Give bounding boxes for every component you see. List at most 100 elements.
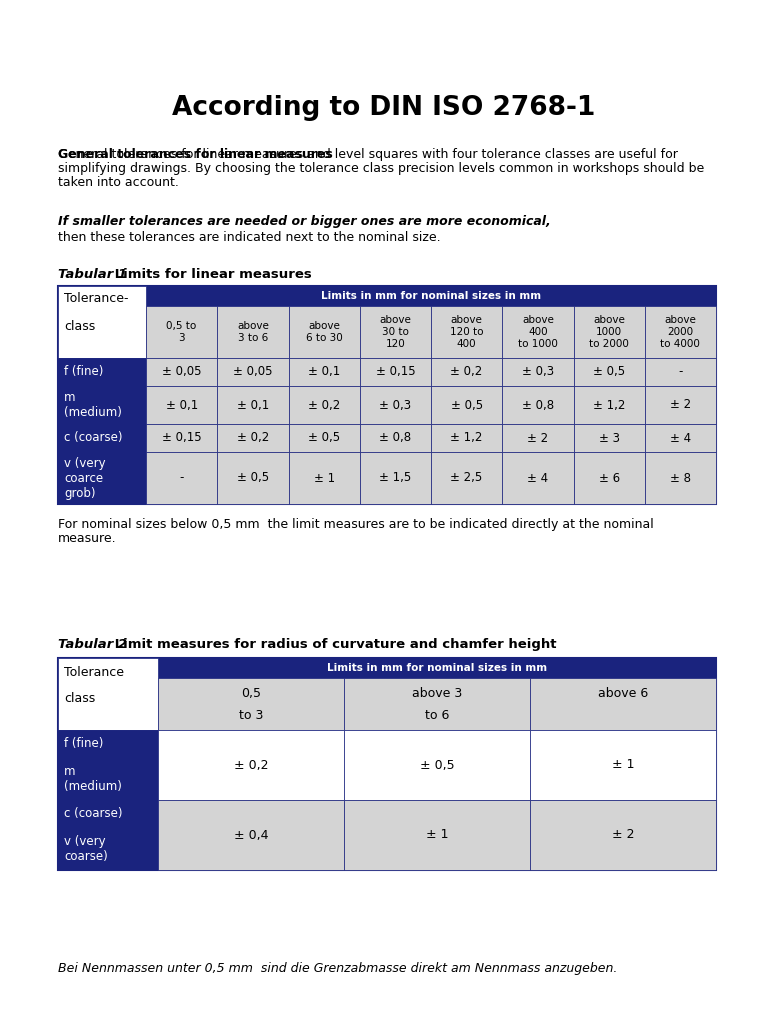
Text: ± 0,8: ± 0,8 [379, 431, 412, 444]
Text: ± 0,4: ± 0,4 [233, 828, 268, 842]
Text: ± 4: ± 4 [528, 471, 548, 484]
Text: to 3: to 3 [239, 709, 263, 722]
Bar [58, 286, 716, 504]
Bar [431, 306, 502, 358]
Bar [574, 452, 645, 504]
Bar [431, 452, 502, 504]
Text: ± 0,5: ± 0,5 [593, 366, 625, 379]
Bar [344, 730, 530, 800]
Text: ± 1: ± 1 [313, 471, 335, 484]
Text: ± 0,2: ± 0,2 [308, 398, 340, 412]
Text: ± 0,1: ± 0,1 [308, 366, 340, 379]
Text: 0,5 to
3: 0,5 to 3 [167, 322, 197, 343]
Text: ± 2: ± 2 [670, 398, 691, 412]
Text: ± 0,1: ± 0,1 [237, 398, 269, 412]
Text: Bei Nennmassen unter 0,5 mm  sind die Grenzabmasse direkt am Nennmass anzugeben.: Bei Nennmassen unter 0,5 mm sind die Gre… [58, 962, 617, 975]
Text: ± 0,15: ± 0,15 [162, 431, 201, 444]
Bar [530, 730, 716, 800]
Bar [344, 678, 530, 730]
Text: ± 0,5: ± 0,5 [308, 431, 340, 444]
Bar [502, 306, 574, 358]
Text: General tolerances for linear measures: General tolerances for linear measures [58, 148, 333, 161]
Bar [58, 730, 158, 758]
Bar [158, 800, 344, 870]
Text: ± 1: ± 1 [425, 828, 449, 842]
Bar [502, 358, 574, 386]
Text: above
120 to
400: above 120 to 400 [450, 315, 483, 348]
Bar [530, 678, 716, 730]
Text: General tolerances for linear measures and level squares with four tolerance cla: General tolerances for linear measures a… [58, 148, 678, 161]
Text: ± 1,5: ± 1,5 [379, 471, 412, 484]
Bar [431, 358, 502, 386]
Bar [146, 424, 217, 452]
Bar [217, 306, 289, 358]
Bar [359, 306, 431, 358]
Text: simplifying drawings. By choosing the tolerance class precision levels common in: simplifying drawings. By choosing the to… [58, 162, 704, 175]
Bar [645, 386, 716, 424]
Text: above
30 to
120: above 30 to 120 [379, 315, 412, 348]
Bar [502, 424, 574, 452]
Text: ± 0,05: ± 0,05 [233, 366, 273, 379]
Bar [574, 386, 645, 424]
Text: above
6 to 30: above 6 to 30 [306, 322, 343, 343]
Text: Limits in mm for nominal sizes in mm: Limits in mm for nominal sizes in mm [327, 663, 547, 673]
Bar [58, 286, 146, 358]
Text: m
(medium): m (medium) [64, 765, 122, 793]
Text: above
400
to 1000: above 400 to 1000 [518, 315, 558, 348]
Text: taken into account.: taken into account. [58, 176, 179, 189]
Bar [502, 386, 574, 424]
Bar [58, 658, 158, 730]
Text: Limits for linear measures: Limits for linear measures [110, 268, 312, 281]
Bar [58, 358, 146, 386]
Text: Limit measures for radius of curvature and chamfer height: Limit measures for radius of curvature a… [110, 638, 557, 651]
Bar [58, 828, 158, 870]
Bar [289, 452, 359, 504]
Bar [58, 758, 158, 800]
Text: ± 6: ± 6 [598, 471, 620, 484]
Text: If smaller tolerances are needed or bigger ones are more economical,: If smaller tolerances are needed or bigg… [58, 215, 551, 228]
Text: c (coarse): c (coarse) [64, 808, 123, 820]
Bar [574, 358, 645, 386]
Bar [146, 306, 217, 358]
Text: measure.: measure. [58, 532, 117, 545]
Text: f (fine): f (fine) [64, 366, 104, 379]
Bar [289, 424, 359, 452]
Bar [217, 424, 289, 452]
Bar [146, 386, 217, 424]
Bar [217, 452, 289, 504]
Bar [359, 424, 431, 452]
Bar [146, 358, 217, 386]
Text: 0,5: 0,5 [241, 687, 261, 700]
Bar [58, 424, 146, 452]
Bar [574, 424, 645, 452]
Bar [289, 386, 359, 424]
Bar [344, 800, 530, 870]
Text: ± 0,3: ± 0,3 [379, 398, 412, 412]
Bar [217, 386, 289, 424]
Text: Tabular 2: Tabular 2 [58, 638, 127, 651]
Bar [431, 386, 502, 424]
Bar [431, 424, 502, 452]
Text: ± 2: ± 2 [528, 431, 548, 444]
Bar [289, 306, 359, 358]
Text: ± 2,5: ± 2,5 [451, 471, 483, 484]
Text: m
(medium): m (medium) [64, 391, 122, 419]
Bar [146, 286, 716, 306]
Text: -: - [180, 471, 184, 484]
Text: According to DIN ISO 2768-1: According to DIN ISO 2768-1 [172, 95, 596, 121]
Bar [359, 358, 431, 386]
Text: above
1000
to 2000: above 1000 to 2000 [589, 315, 629, 348]
Bar [289, 358, 359, 386]
Text: ± 0,5: ± 0,5 [451, 398, 482, 412]
Bar [645, 424, 716, 452]
Bar [58, 800, 158, 828]
Text: ± 0,8: ± 0,8 [521, 398, 554, 412]
Bar [359, 386, 431, 424]
Text: ± 1,2: ± 1,2 [593, 398, 625, 412]
Text: ± 3: ± 3 [598, 431, 620, 444]
Text: Tabular 1: Tabular 1 [58, 268, 127, 281]
Bar [645, 358, 716, 386]
Text: ± 0,1: ± 0,1 [165, 398, 197, 412]
Bar [58, 452, 146, 504]
Bar [158, 730, 344, 800]
